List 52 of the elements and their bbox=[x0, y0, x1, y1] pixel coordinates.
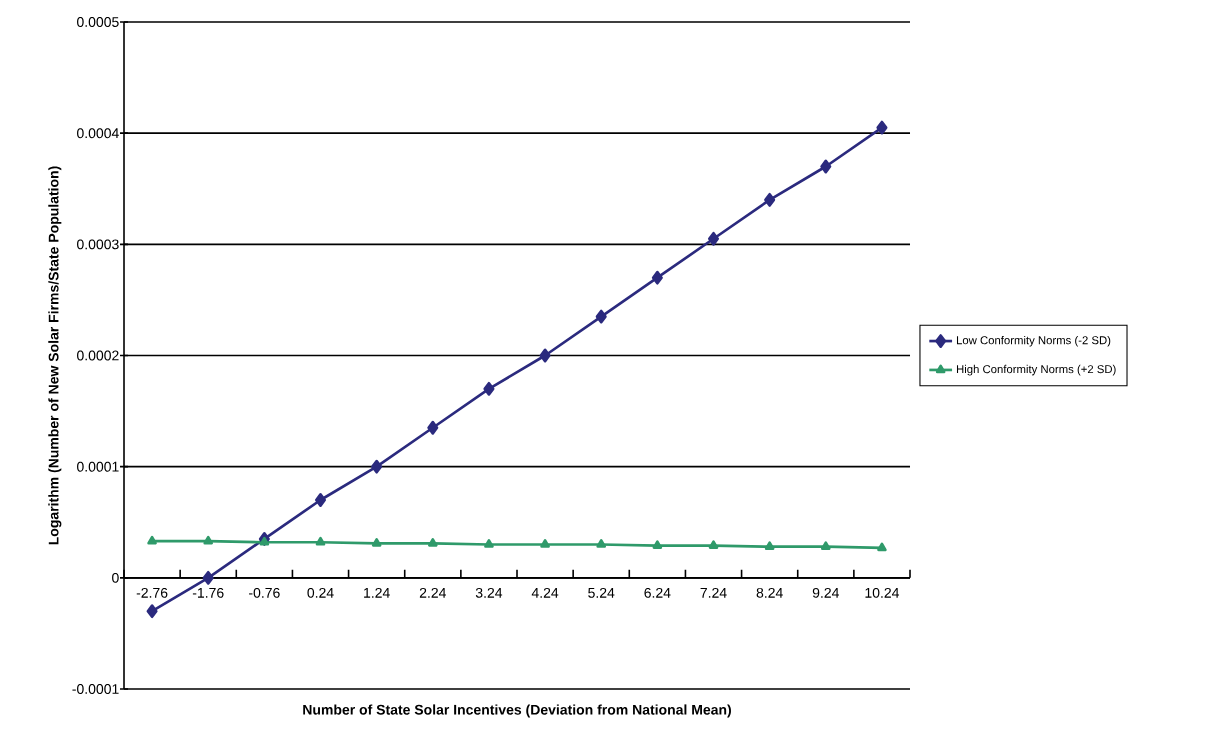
point bbox=[595, 309, 607, 324]
point bbox=[539, 348, 551, 363]
point bbox=[708, 540, 719, 549]
point bbox=[203, 535, 214, 545]
y-axis-title: Logarithm (Number of New Solar Firms/State Population) bbox=[48, 166, 62, 545]
x-tick-label: 9.24 bbox=[812, 587, 839, 598]
point bbox=[820, 541, 831, 551]
y-tick-label: 0.0002 bbox=[77, 350, 119, 361]
y-tick-label: -0.0001 bbox=[72, 684, 119, 694]
x-tick-label: 8.24 bbox=[756, 587, 783, 598]
x-tick-label: 10.24 bbox=[865, 587, 900, 598]
y-tick-label: 0 bbox=[112, 572, 119, 583]
point bbox=[314, 493, 327, 507]
legend-label: Low Conformity Norms (-2 SD) bbox=[956, 335, 1111, 347]
point bbox=[427, 420, 439, 435]
point bbox=[483, 381, 495, 396]
point bbox=[147, 535, 157, 545]
point bbox=[202, 570, 214, 585]
x-tick-label: 7.24 bbox=[700, 587, 727, 598]
point bbox=[315, 536, 326, 546]
point bbox=[764, 541, 775, 551]
point bbox=[427, 538, 438, 547]
x-tick-label: 2.24 bbox=[419, 587, 446, 598]
x-tick-label: -1.76 bbox=[192, 587, 224, 598]
x-tick-label: 4.24 bbox=[531, 587, 559, 598]
x-tick-label: 1.24 bbox=[364, 587, 390, 598]
point bbox=[707, 231, 720, 246]
x-tick-label: 3.24 bbox=[475, 587, 503, 598]
point bbox=[764, 192, 776, 207]
point bbox=[484, 539, 494, 548]
point bbox=[876, 120, 888, 135]
x-tick-label: 0.24 bbox=[307, 587, 334, 598]
point bbox=[820, 159, 832, 174]
y-tick-label: 0.0003 bbox=[77, 239, 119, 250]
x-tick-label: -0.76 bbox=[249, 587, 280, 598]
y-tick-label: 0.0005 bbox=[77, 17, 119, 27]
x-tick-label: -2.76 bbox=[136, 587, 168, 598]
point bbox=[596, 539, 607, 548]
point bbox=[652, 540, 663, 549]
point bbox=[146, 604, 158, 619]
legend-label: High Conformity Norms (+2 SD) bbox=[956, 364, 1116, 376]
y-tick-label: 0.0004 bbox=[77, 128, 119, 139]
point bbox=[371, 538, 382, 547]
x-tick-label: 6.24 bbox=[644, 587, 671, 598]
point bbox=[877, 542, 887, 552]
x-tick-label: 5.24 bbox=[588, 587, 615, 598]
x-axis-title: Number of State Solar Incentives (Deviation from National Mean) bbox=[303, 704, 731, 718]
point bbox=[371, 459, 383, 474]
point bbox=[259, 536, 270, 546]
point bbox=[651, 270, 663, 285]
point bbox=[540, 539, 550, 548]
y-tick-label: 0.0001 bbox=[77, 461, 119, 472]
